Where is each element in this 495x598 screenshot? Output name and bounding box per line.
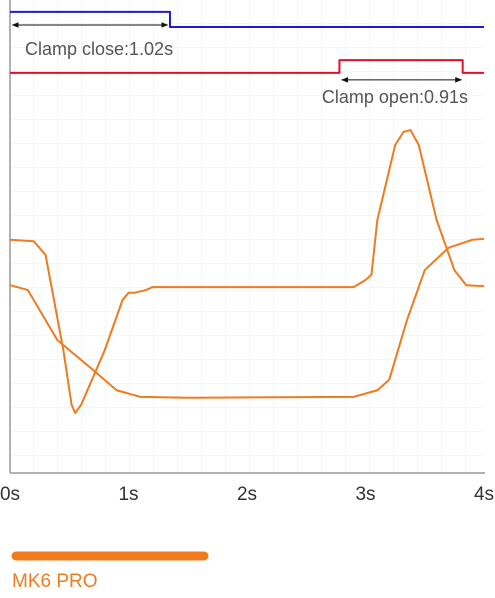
annotation-text: Clamp close:1.02s — [25, 39, 173, 59]
series-line — [9, 129, 485, 414]
x-tick-label: 1s — [118, 484, 138, 505]
annotation-text: Clamp open:0.91s — [322, 87, 468, 107]
x-tick-label: 4s — [474, 484, 494, 505]
series-line — [9, 237, 485, 399]
series-line — [10, 59, 484, 74]
x-tick-label: 3s — [355, 484, 375, 505]
x-tick-label: 2s — [237, 484, 257, 505]
legend-label: MK6 PRO — [12, 571, 98, 592]
series-line — [10, 10, 484, 28]
x-tick-label: 0s — [0, 484, 20, 505]
